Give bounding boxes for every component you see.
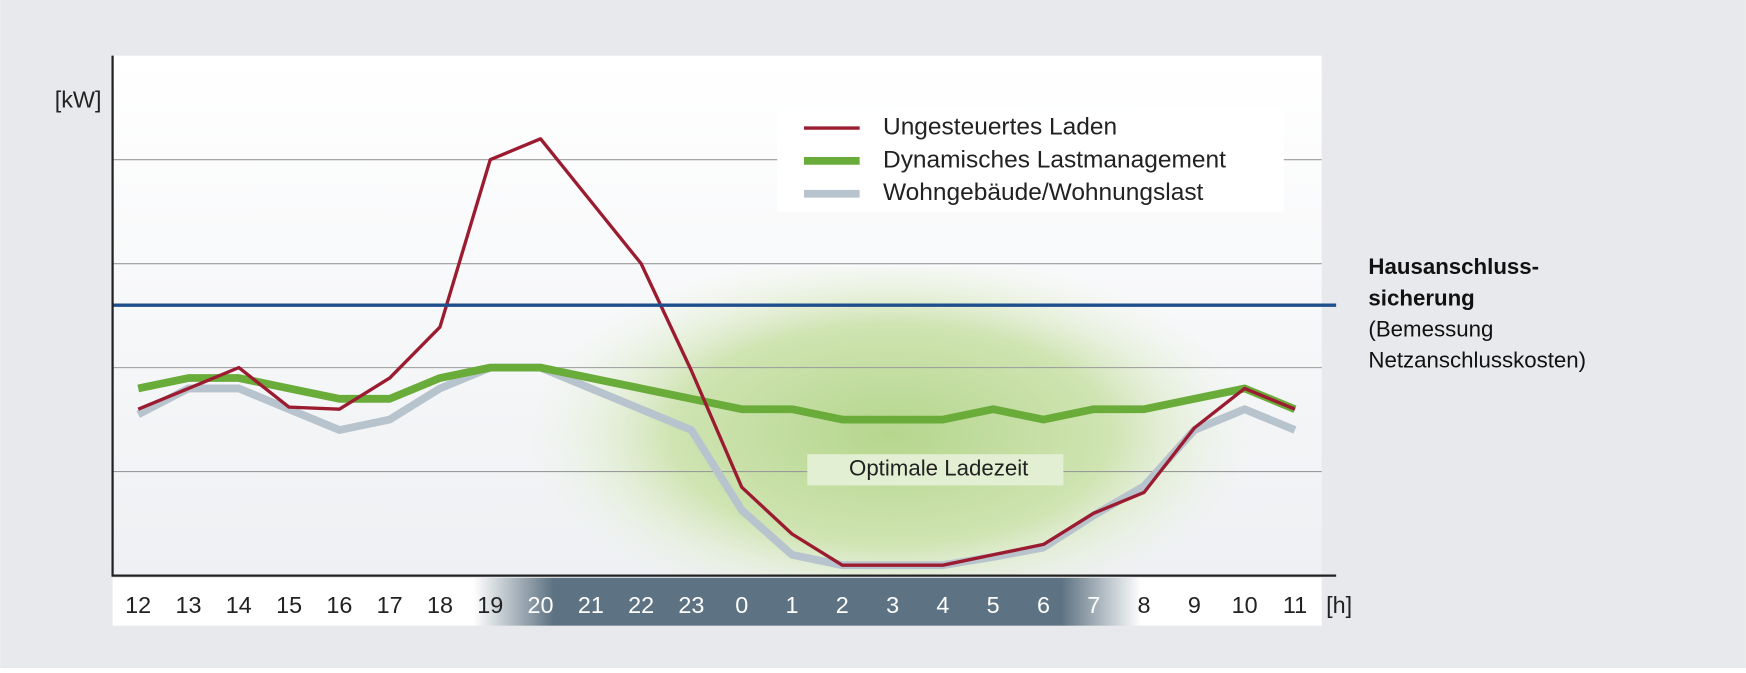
x-tick-label: 0 (735, 592, 748, 618)
annotation-box (807, 454, 1064, 486)
night-band (473, 577, 1142, 626)
threshold-label: sicherung (1368, 285, 1474, 310)
legend-label: Dynamisches Lastmanagement (883, 146, 1226, 173)
x-tick-label: 18 (427, 592, 453, 618)
x-tick-label: 9 (1188, 592, 1201, 618)
x-tick-label: 13 (175, 592, 201, 618)
x-tick-label: 21 (578, 592, 604, 618)
x-tick-label: 4 (936, 592, 949, 618)
x-tick-label: 6 (1037, 592, 1050, 618)
x-tick-label: 15 (276, 592, 302, 618)
x-axis-label: [h] (1326, 592, 1352, 618)
threshold-label: (Bemessung (1368, 317, 1493, 342)
x-tick-label: 17 (377, 592, 403, 618)
x-tick-label: 14 (226, 592, 252, 618)
threshold-label: Hausanschluss- (1368, 254, 1539, 279)
x-tick-label: 16 (326, 592, 352, 618)
x-tick-label: 5 (987, 592, 1000, 618)
x-tick-label: 10 (1232, 592, 1258, 618)
x-tick-label: 11 (1283, 592, 1307, 618)
x-tick-label: 22 (628, 592, 654, 618)
x-tick-label: 19 (477, 592, 503, 618)
x-tick-label: 20 (528, 592, 554, 618)
legend-box (777, 109, 1284, 212)
x-tick-label: 2 (836, 592, 849, 618)
y-axis-label: [kW] (55, 86, 102, 112)
x-tick-label: 23 (678, 592, 704, 618)
x-tick-label: 1 (786, 592, 799, 618)
series-line (137, 137, 1296, 567)
x-tick-label: 3 (886, 592, 899, 618)
legend-label: Ungesteuertes Laden (883, 114, 1117, 141)
x-tick-label: 8 (1138, 592, 1151, 618)
x-tick-label: 7 (1087, 592, 1100, 618)
annotation: Optimale Ladezeit (849, 456, 1029, 481)
x-tick-label: 12 (125, 592, 151, 618)
series-line (137, 363, 1297, 424)
legend-label: Wohngebäude/Wohnungslast (883, 179, 1204, 206)
threshold-label: Netzanschlusskosten) (1368, 348, 1586, 373)
